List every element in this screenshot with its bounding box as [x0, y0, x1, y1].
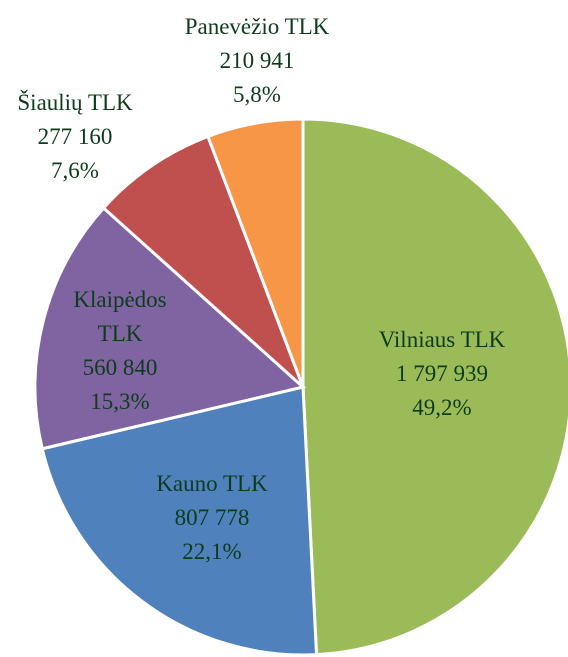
pie-slice: [40, 385, 319, 657]
category-label: Šiaulių TLK: [17, 90, 133, 115]
category-label: Panevėžio TLK: [184, 14, 330, 39]
slice-label: Šiaulių TLK 277 160 7,6%: [0, 86, 150, 188]
percent-label: 7,6%: [51, 158, 99, 183]
percent-label: 15,3%: [90, 389, 150, 414]
value-label: 807 778: [174, 505, 250, 530]
pie-slice: [301, 117, 568, 657]
category-label: Kauno TLK: [156, 471, 268, 496]
value-label: 560 840: [82, 355, 158, 380]
pie-slice: [33, 205, 307, 451]
slice-label: Klaipėdos TLK 560 840 15,3%: [60, 283, 180, 419]
category-label: Vilniaus TLK: [378, 327, 506, 352]
category-label: Klaipėdos TLK: [73, 287, 167, 346]
pie-slice: [205, 117, 305, 388]
percent-label: 49,2%: [412, 395, 472, 420]
slice-label: Kauno TLK 807 778 22,1%: [112, 467, 312, 569]
percent-label: 22,1%: [182, 539, 242, 564]
percent-label: 5,8%: [233, 82, 281, 107]
slice-label: Panevėžio TLK 210 941 5,8%: [157, 10, 357, 112]
value-label: 210 941: [219, 48, 295, 73]
value-label: 277 160: [37, 124, 113, 149]
slice-label: Vilniaus TLK 1 797 939 49,2%: [342, 323, 542, 425]
pie-slice: [101, 134, 305, 389]
value-label: 1 797 939: [396, 361, 488, 386]
